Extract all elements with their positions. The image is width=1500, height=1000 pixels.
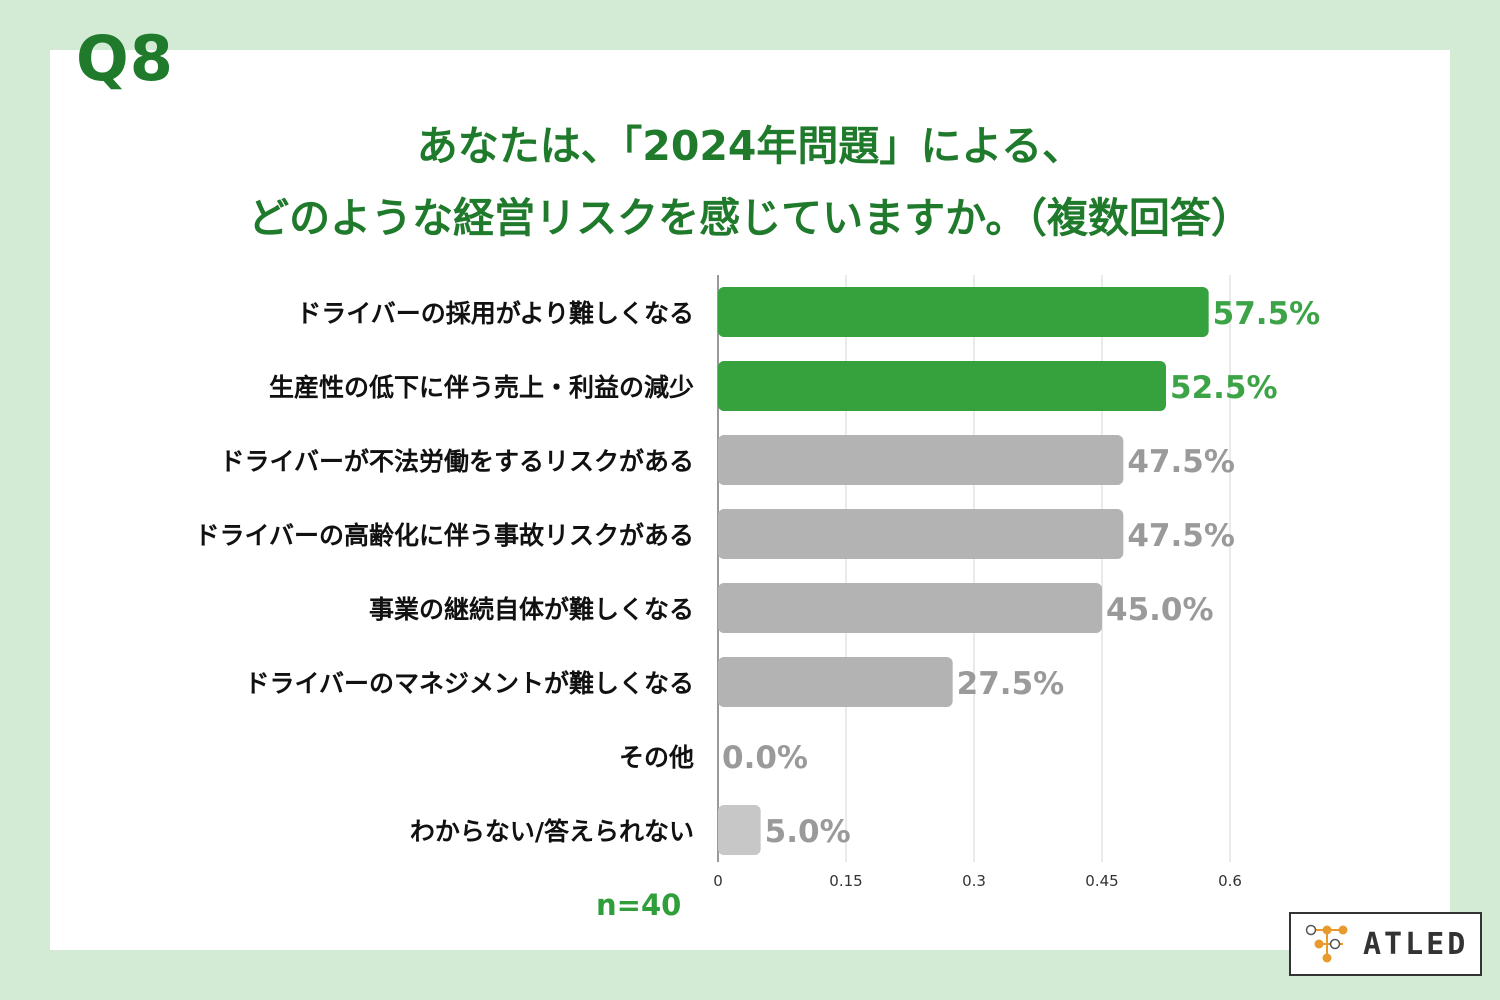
category-label: 生産性の低下に伴う売上・利益の減少 <box>269 373 694 402</box>
chart-title-line-2: どのような経営リスクを感じていますか。（複数回答） <box>248 194 1252 242</box>
category-label: ドライバーが不法労働をするリスクがある <box>219 447 694 476</box>
x-tick-label: 0.3 <box>962 872 986 890</box>
value-label: 0.0% <box>722 740 808 776</box>
category-label: ドライバーの採用がより難しくなる <box>296 299 694 328</box>
value-label: 47.5% <box>1127 518 1235 554</box>
value-label: 47.5% <box>1127 444 1235 480</box>
bar <box>718 583 1102 633</box>
value-label: 57.5% <box>1213 296 1321 332</box>
question-label: Q8 <box>76 22 174 95</box>
category-label: わからない/答えられない <box>410 817 694 846</box>
chart-card <box>50 50 1450 950</box>
x-tick-label: 0.45 <box>1085 872 1118 890</box>
category-label: その他 <box>619 743 694 772</box>
x-tick-label: 0.15 <box>829 872 862 890</box>
value-label: 5.0% <box>765 814 851 850</box>
value-labels: 57.5% 52.5% 47.5% 47.5% 45.0% 27.5% 0.0% 5.0% <box>722 296 1320 850</box>
value-label: 52.5% <box>1170 370 1278 406</box>
bar <box>718 435 1124 485</box>
category-labels: ドライバーの採用がより難しくなる生産性の低下に伴う売上・利益の減少ドライバーが不… <box>194 299 694 846</box>
bar <box>718 361 1166 411</box>
value-label: 45.0% <box>1106 592 1214 628</box>
bar <box>718 805 761 855</box>
atled-logo: ATLED <box>1289 912 1482 976</box>
x-tick-label: 0 <box>713 872 723 890</box>
category-label: ドライバーのマネジメントが難しくなる <box>244 669 694 698</box>
x-tick-label: 0.6 <box>1218 872 1242 890</box>
bars <box>718 287 1209 855</box>
sample-size-label: n=40 <box>596 888 682 922</box>
value-label: 27.5% <box>957 666 1065 702</box>
bar <box>718 287 1209 337</box>
category-label: ドライバーの高齢化に伴う事故リスクがある <box>194 521 694 550</box>
logo-text: ATLED <box>1363 927 1469 962</box>
bar <box>718 657 953 707</box>
chart-title-line-1: あなたは、「2024年問題」による、 <box>416 122 1084 170</box>
x-axis-ticks: 0 0.15 0.3 0.45 0.6 <box>713 872 1242 890</box>
bar <box>718 509 1124 559</box>
category-label: 事業の継続自体が難しくなる <box>369 595 694 624</box>
network-icon <box>1305 924 1348 963</box>
